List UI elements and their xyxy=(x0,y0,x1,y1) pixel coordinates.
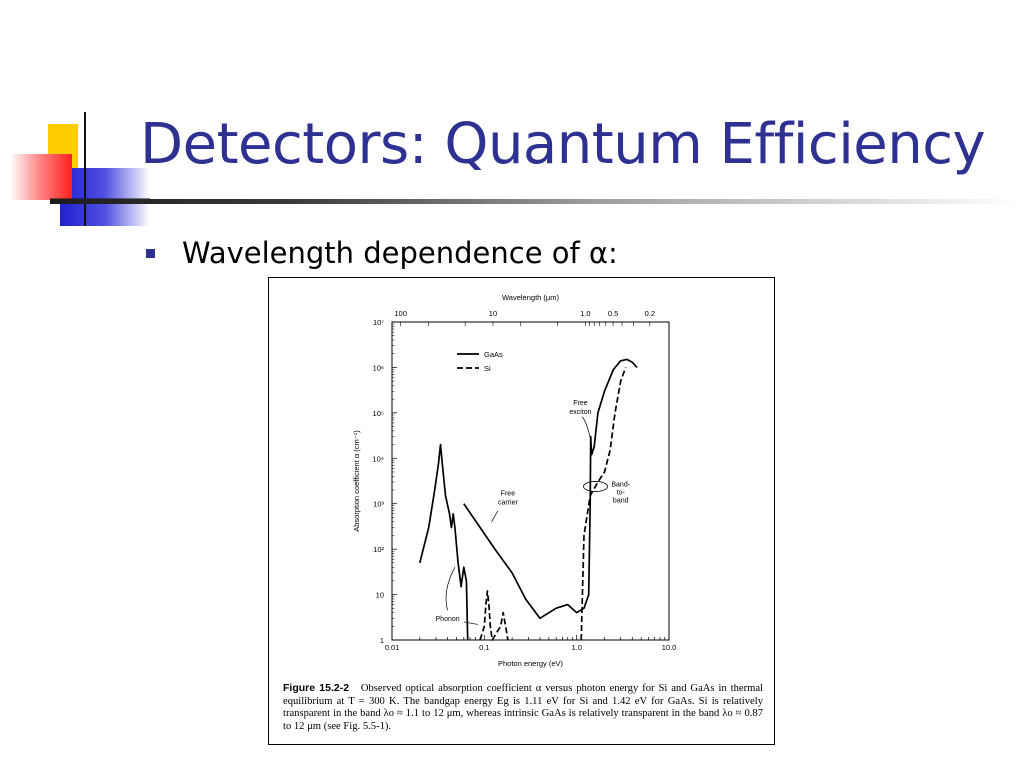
y-tick-label: 10 xyxy=(376,591,384,600)
slide-title: Detectors: Quantum Efficiency xyxy=(140,112,986,177)
annotation-band-to-band: Band- xyxy=(611,481,630,488)
y-tick-label: 10² xyxy=(373,545,384,554)
plot-frame xyxy=(391,321,670,641)
bullet-square-icon xyxy=(146,248,155,258)
x-axis-label: Photon energy (eV) xyxy=(498,659,564,668)
legend-label-gaas: GaAs xyxy=(484,350,503,359)
top-tick-label: 1.0 xyxy=(580,309,590,318)
series-line-gaas xyxy=(463,358,638,620)
annotation-free-exciton: Free xyxy=(573,400,588,407)
x-tick-label: 0.01 xyxy=(385,643,400,652)
slide-logo xyxy=(10,112,150,226)
y-tick-label: 1 xyxy=(380,636,384,645)
annotation-free-carrier: Free xyxy=(501,491,516,498)
x-tick-label: 1.0 xyxy=(571,643,581,652)
top-tick-label: 10 xyxy=(489,309,497,318)
top-axis-label: Wavelength (μm) xyxy=(502,293,559,302)
x-tick-label: 0.1 xyxy=(479,643,489,652)
legend-label-si: Si xyxy=(484,364,491,373)
y-tick-label: 10⁵ xyxy=(373,409,384,418)
bullet-text: Wavelength dependence of α: xyxy=(182,236,618,270)
y-axis-label: Absorption coefficient α (cm⁻¹) xyxy=(352,430,361,532)
top-tick-label: 0.2 xyxy=(645,309,655,318)
caption-label: Figure 15.2-2 xyxy=(283,682,350,694)
series-line-gaas xyxy=(418,443,469,641)
annotation-free-carrier: carrier xyxy=(498,500,519,507)
top-tick-label: 100 xyxy=(394,309,407,318)
annotation-band-to-band: to- xyxy=(617,489,626,496)
y-tick-label: 10⁷ xyxy=(373,318,384,327)
annotation-pointer xyxy=(445,567,456,611)
y-tick-label: 10⁴ xyxy=(372,454,384,463)
band-to-band-marker xyxy=(583,481,608,492)
figure-caption: Figure 15.2-2 Observed optical absorptio… xyxy=(283,682,763,733)
x-tick-label: 10.0 xyxy=(662,643,677,652)
bullet-item: Wavelength dependence of α: xyxy=(146,236,618,270)
annotation-phonon: Phonon xyxy=(436,616,460,623)
caption-text: Observed optical absorption coefficient … xyxy=(283,683,763,732)
figure-box: 0.01 0.1 1.0 10.0 Photon energy (eV) 1 10 10² 10… xyxy=(268,277,775,745)
series-line-si xyxy=(479,590,509,641)
annotation-pointer xyxy=(491,510,499,522)
y-tick-label: 10³ xyxy=(373,500,384,509)
annotation-pointer xyxy=(463,621,478,625)
title-rule xyxy=(50,199,1020,204)
absorption-chart: 0.01 0.1 1.0 10.0 Photon energy (eV) 1 10 10² 10… xyxy=(352,293,677,668)
y-tick-label: 10⁶ xyxy=(373,363,384,372)
top-tick-label: 0.5 xyxy=(608,309,618,318)
annotation-free-exciton: exciton xyxy=(569,409,591,416)
annotation-band-to-band: band xyxy=(613,497,629,504)
annotation-pointer xyxy=(581,416,592,441)
series-line-si xyxy=(580,367,627,641)
